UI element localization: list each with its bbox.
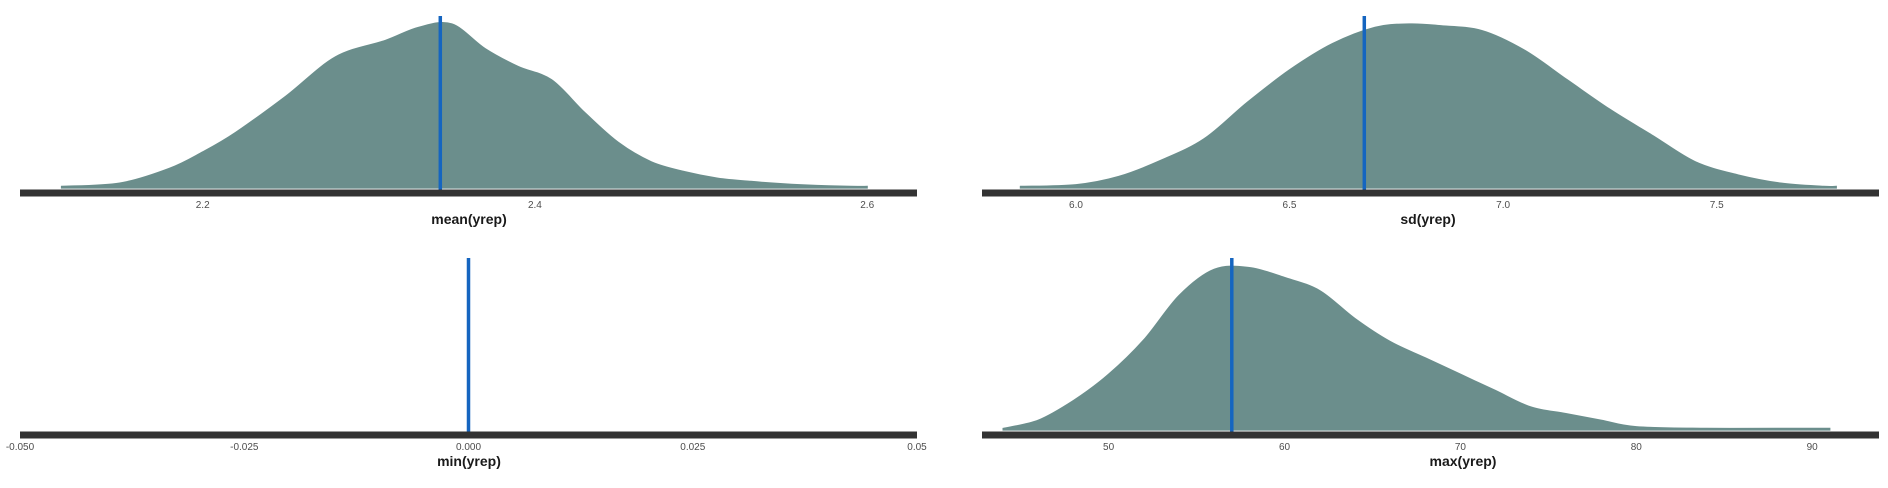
axis-title-sd: sd(yrep) (1400, 211, 1455, 227)
tick-label-max: 80 (1631, 442, 1643, 453)
tick-label-sd: 7.0 (1496, 200, 1510, 211)
panel-mean: 2.2 2.4 2.6 mean(yrep) (20, 16, 917, 227)
tick-label-mean: 2.4 (528, 200, 542, 211)
density-area-max (1002, 265, 1831, 431)
tick-label-max: 70 (1455, 442, 1467, 453)
tick-label-max: 90 (1807, 442, 1819, 453)
tick-label-min: 0.000 (456, 442, 481, 453)
tick-label-max: 60 (1279, 442, 1291, 453)
tick-label-min: 0.05 (907, 442, 927, 453)
tick-label-min: -0.050 (6, 442, 35, 453)
tick-label-max: 50 (1103, 442, 1115, 453)
panel-max: 50 60 70 80 90 max(yrep) (982, 258, 1879, 469)
tick-label-min: 0.025 (680, 442, 705, 453)
tick-label-sd: 6.0 (1069, 200, 1083, 211)
axis-title-min: min(yrep) (437, 453, 501, 469)
tick-label-sd: 6.5 (1283, 200, 1297, 211)
tick-label-sd: 7.5 (1710, 200, 1724, 211)
panel-min: -0.050 -0.025 0.000 0.025 0.05 min(yrep) (6, 258, 927, 469)
axis-title-mean: mean(yrep) (431, 211, 506, 227)
axis-title-max: max(yrep) (1430, 453, 1497, 469)
density-area-mean (60, 22, 868, 189)
tick-label-min: -0.025 (230, 442, 259, 453)
panel-sd: 6.0 6.5 7.0 7.5 sd(yrep) (982, 16, 1879, 227)
tick-label-mean: 2.6 (860, 200, 874, 211)
tick-label-mean: 2.2 (196, 200, 210, 211)
panels: 2.2 2.4 2.6 mean(yrep) 6.0 6.5 7.0 7.5 sd(yrep) -… (6, 16, 1879, 469)
density-area-sd (1019, 23, 1837, 189)
